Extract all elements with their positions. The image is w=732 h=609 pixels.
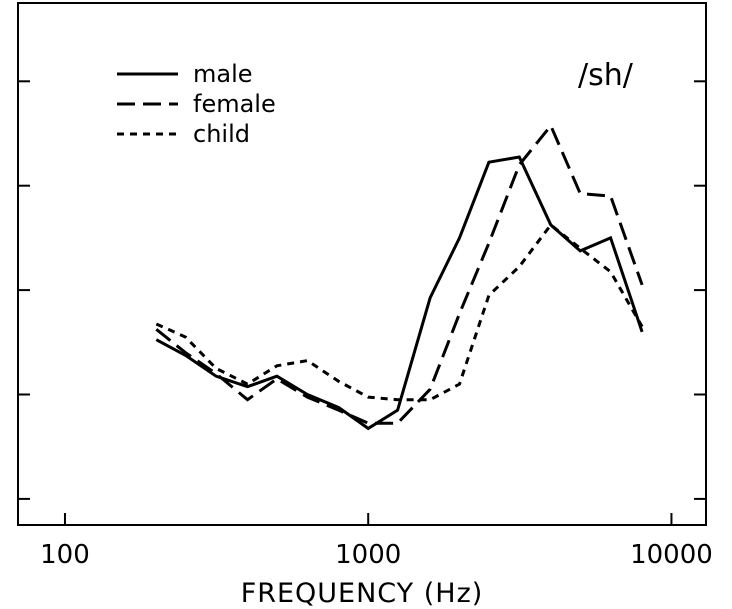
axis-ticks — [18, 80, 706, 525]
x-tick-labels: 100 1000 10000 — [40, 540, 713, 570]
legend-label-male: male — [193, 60, 253, 88]
legend-label-child: child — [193, 120, 250, 148]
chart-annotation: /sh/ — [578, 58, 634, 93]
x-tick-label: 10000 — [630, 540, 713, 570]
series-line-male — [155, 155, 644, 431]
plot-frame — [17, 2, 707, 526]
series-line-child — [155, 222, 644, 402]
x-axis-title: FREQUENCY (Hz) — [241, 578, 484, 609]
legend-label-female: female — [193, 90, 276, 118]
series-layer — [155, 122, 644, 431]
series-line-female — [155, 122, 644, 425]
x-tick-label: 1000 — [335, 540, 401, 570]
x-tick-label: 100 — [40, 540, 90, 570]
